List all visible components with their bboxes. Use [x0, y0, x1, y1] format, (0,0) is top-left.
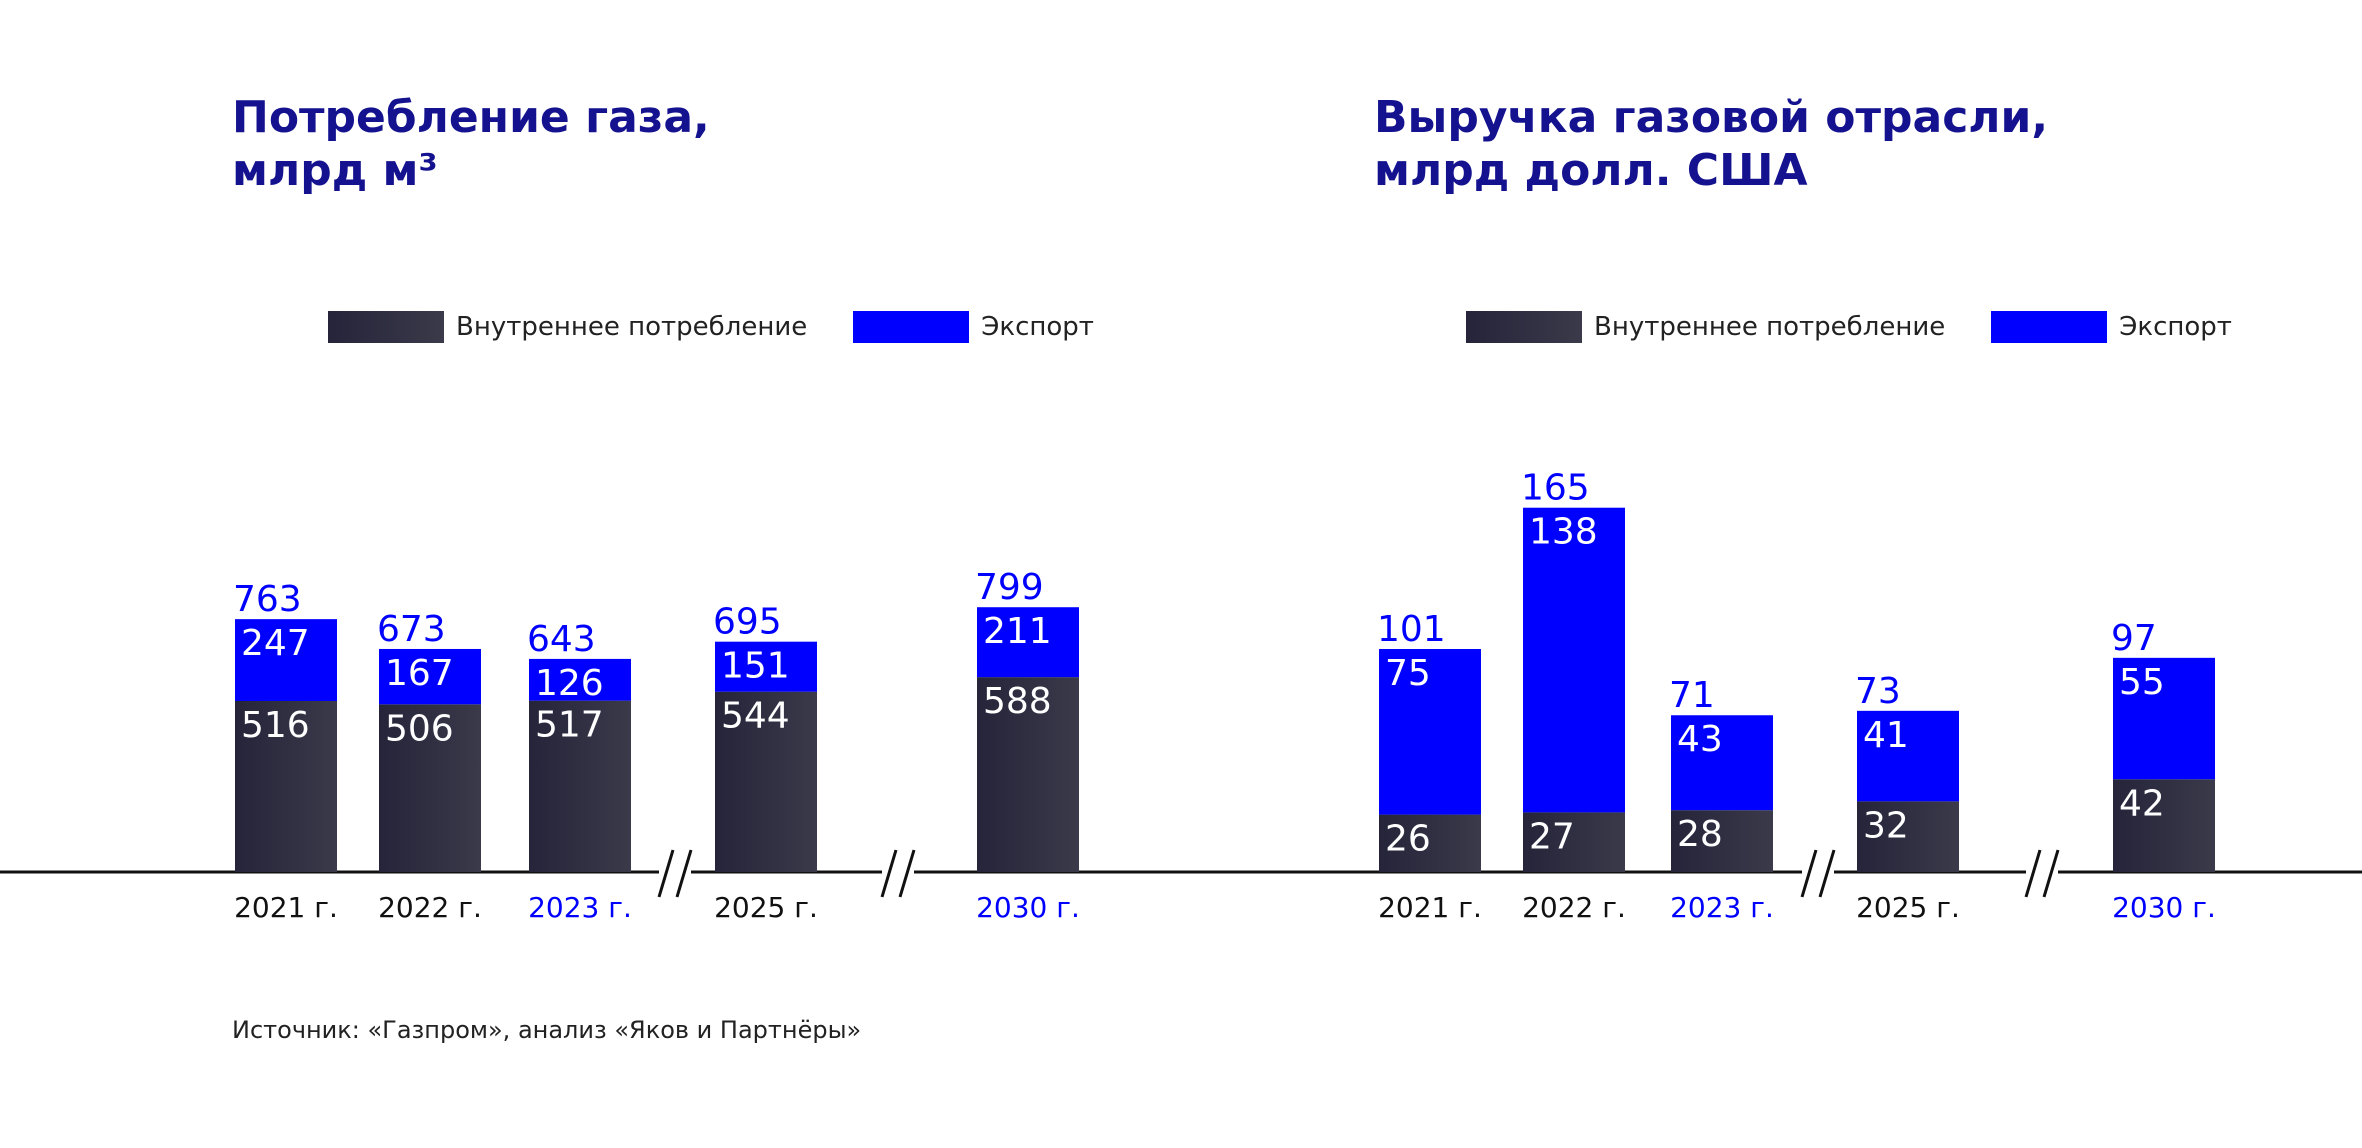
- chart2-label-total-2: 165: [1521, 468, 1590, 509]
- chart2-tick-4: 2025 г.: [1856, 891, 1960, 924]
- chart2-bar-export-2: [1523, 507, 1625, 813]
- chart1-label-export-4: 151: [721, 646, 790, 687]
- chart2-label-total-1: 101: [1377, 609, 1446, 650]
- chart2-legend-domestic-swatch: [1466, 311, 1582, 343]
- chart2-bar-domestic-3: [1671, 810, 1773, 872]
- chart2-title: Выручка газовой отрасли, млрд долл. США: [1374, 92, 2048, 198]
- chart2-bar-export-3: [1671, 715, 1773, 811]
- chart1-bar-export-5: [977, 607, 1079, 678]
- chart1-legend: Внутреннее потребление Экспорт: [328, 310, 1094, 344]
- chart2-label-domestic-5: 42: [2119, 783, 2165, 824]
- chart2-legend: Внутреннее потребление Экспорт: [1466, 310, 2232, 344]
- chart2-tick-3: 2023 г.: [1670, 891, 1774, 924]
- chart2-bar-export-5: [2113, 657, 2215, 780]
- chart1-bar-export-4: [715, 641, 817, 692]
- chart1-bar-export-3: [529, 658, 631, 701]
- chart1-label-domestic-2: 506: [385, 708, 454, 749]
- chart2-label-total-4: 73: [1855, 671, 1901, 712]
- chart2-label-domestic-1: 26: [1385, 819, 1431, 860]
- chart2-legend-export: Экспорт: [1991, 311, 2232, 343]
- chart1-tick-1: 2021 г.: [234, 891, 338, 924]
- chart1-axis-break-slash-b-2: [898, 849, 916, 898]
- chart1-bar-export-1: [235, 619, 337, 701]
- chart2-tick-1: 2021 г.: [1378, 891, 1482, 924]
- chart1-legend-domestic-swatch: [328, 311, 444, 343]
- chart1-label-export-1: 247: [241, 623, 310, 664]
- chart1-bar-domestic-1: [235, 700, 337, 872]
- chart1-label-domestic-3: 517: [535, 705, 604, 746]
- chart2-label-domestic-3: 28: [1677, 814, 1723, 855]
- chart2-label-export-2: 138: [1529, 512, 1598, 553]
- chart2-label-domestic-2: 27: [1529, 816, 1575, 857]
- chart2-legend-export-label: Экспорт: [2119, 312, 2232, 342]
- chart1-legend-export-swatch: [853, 311, 970, 343]
- chart1-legend-domestic: Внутреннее потребление: [328, 311, 807, 343]
- chart1-tick-4: 2025 г.: [714, 891, 818, 924]
- chart1-bar-domestic-2: [379, 704, 481, 872]
- chart2-bar-export-4: [1857, 710, 1959, 802]
- chart1-bar-export-2: [379, 648, 481, 705]
- chart1-title: Потребление газа, млрд м³: [232, 92, 710, 198]
- chart2-legend-export-swatch: [1991, 311, 2108, 343]
- chart1-axis-break-slash-a-1: [657, 849, 675, 898]
- chart1-tick-3: 2023 г.: [528, 891, 632, 924]
- chart2-label-export-5: 55: [2119, 662, 2165, 703]
- chart2-tick-5: 2030 г.: [2112, 891, 2216, 924]
- chart2-bar-domestic-2: [1523, 812, 1625, 872]
- chart2-axis-break-slash-a-2: [2024, 849, 2042, 898]
- chart2-bar-domestic-5: [2113, 779, 2215, 872]
- chart1-title-line2: млрд м³: [232, 144, 438, 196]
- chart2-axis-break-slash-b-1: [1818, 849, 1836, 898]
- chart1-label-domestic-4: 544: [721, 696, 790, 737]
- chart2-legend-domestic: Внутреннее потребление: [1466, 311, 1945, 343]
- chart2-label-export-4: 41: [1863, 715, 1909, 756]
- chart1-tick-5: 2030 г.: [976, 891, 1080, 924]
- chart1-label-export-2: 167: [385, 653, 454, 694]
- chart2-legend-domestic-label: Внутреннее потребление: [1594, 312, 1946, 342]
- chart2-title-line2: млрд долл. США: [1374, 144, 1808, 196]
- chart1-label-total-3: 643: [527, 619, 596, 660]
- chart1-legend-export-label: Экспорт: [981, 312, 1094, 342]
- chart2-label-total-3: 71: [1669, 675, 1715, 716]
- chart2-axis-break-slash-b-2: [2042, 849, 2060, 898]
- chart2-bar-domestic-1: [1379, 814, 1481, 872]
- chart1-label-total-4: 695: [713, 602, 782, 643]
- chart1-tick-2: 2022 г.: [378, 891, 482, 924]
- chart2-label-export-3: 43: [1677, 719, 1723, 760]
- chart1-title-line1: Потребление газа,: [232, 92, 710, 143]
- chart2-tick-2: 2022 г.: [1522, 891, 1626, 924]
- chart2-bar-domestic-4: [1857, 801, 1959, 872]
- chart1-bar-domestic-4: [715, 691, 817, 872]
- chart2-axis-break-slash-a-1: [1800, 849, 1818, 898]
- chart2-bar-export-1: [1379, 649, 1481, 815]
- chart2-label-total-5: 97: [2111, 618, 2157, 659]
- chart1-label-total-2: 673: [377, 609, 446, 650]
- chart1-axis-break-slash-a-2: [880, 849, 898, 898]
- chart1-legend-export: Экспорт: [853, 311, 1094, 343]
- chart1-label-domestic-1: 516: [241, 705, 310, 746]
- source-note: Источник: «Газпром», анализ «Яков и Парт…: [232, 1016, 862, 1044]
- chart1-legend-domestic-label: Внутреннее потребление: [456, 312, 808, 342]
- chart1-bar-domestic-5: [977, 677, 1079, 872]
- chart1-label-total-5: 799: [975, 567, 1044, 608]
- chart1-bar-domestic-3: [529, 700, 631, 872]
- chart1-label-export-3: 126: [535, 663, 604, 704]
- chart1-axis-break-slash-b-1: [675, 849, 693, 898]
- chart1-label-export-5: 211: [983, 611, 1052, 652]
- chart2-label-domestic-4: 32: [1863, 805, 1909, 846]
- chart1-label-total-1: 763: [233, 579, 302, 620]
- chart1-label-domestic-5: 588: [983, 681, 1052, 722]
- chart2-label-export-1: 75: [1385, 653, 1431, 694]
- chart2-title-line1: Выручка газовой отрасли,: [1374, 92, 2049, 143]
